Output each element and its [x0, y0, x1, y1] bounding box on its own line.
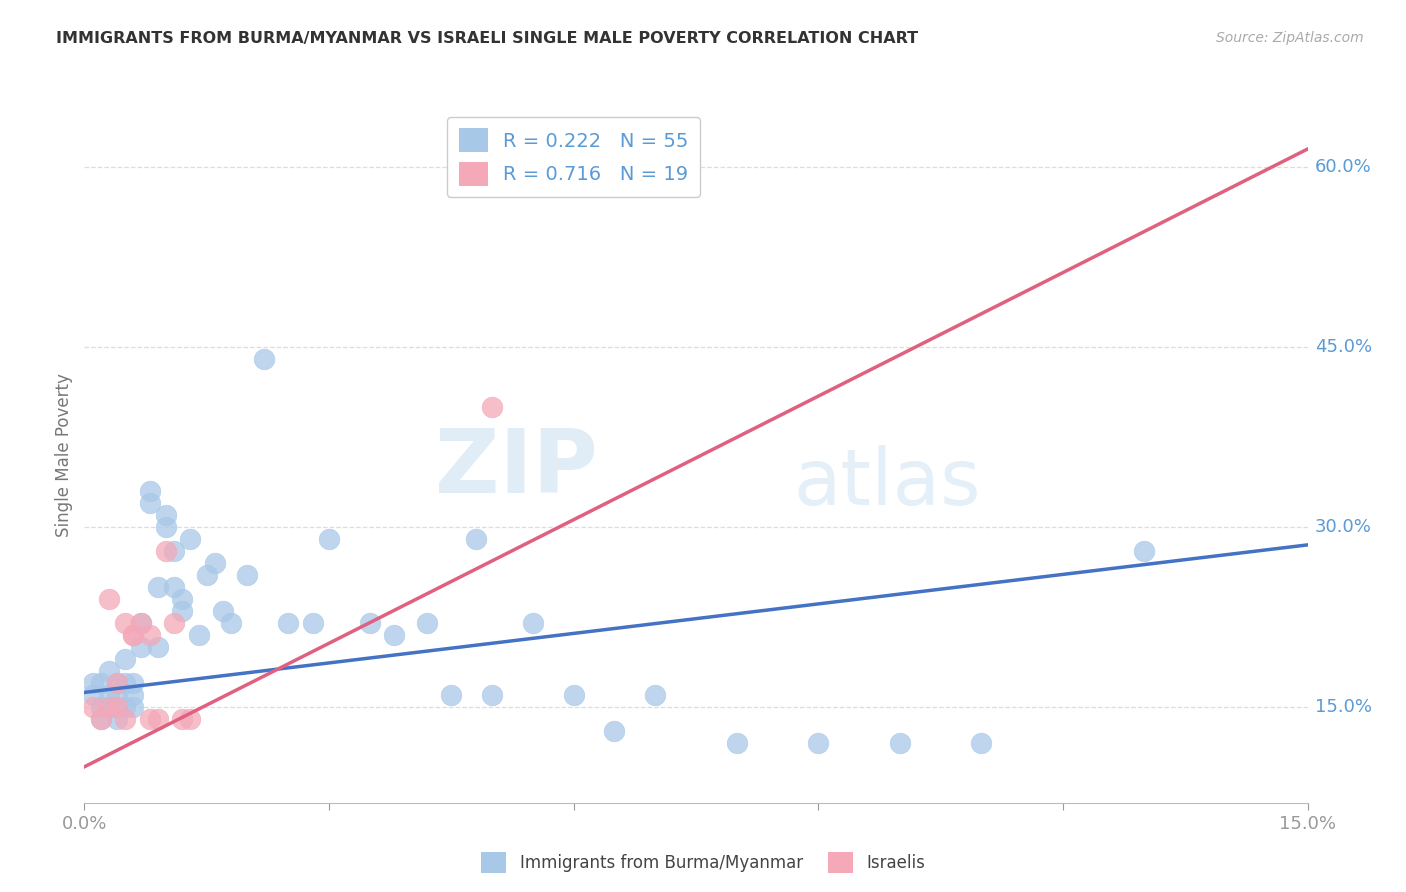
Point [172, 591, 194, 606]
Point [155, 508, 177, 522]
Point [359, 615, 381, 630]
Point [1133, 544, 1156, 558]
Point [146, 640, 169, 654]
Point [131, 640, 153, 654]
Point [97, 664, 120, 678]
Point [807, 736, 830, 750]
Point [179, 532, 201, 546]
Point [105, 699, 128, 714]
Point [416, 615, 439, 630]
Text: IMMIGRANTS FROM BURMA/MYANMAR VS ISRAELI SINGLE MALE POVERTY CORRELATION CHART: IMMIGRANTS FROM BURMA/MYANMAR VS ISRAELI… [56, 31, 918, 46]
Point [114, 652, 136, 666]
Point [172, 712, 194, 726]
Point [122, 676, 145, 690]
Point [163, 615, 186, 630]
Point [187, 628, 209, 642]
Text: 45.0%: 45.0% [1315, 338, 1372, 356]
Point [301, 615, 323, 630]
Text: 15.0%: 15.0% [1315, 698, 1372, 716]
Point [122, 628, 145, 642]
Text: atlas: atlas [794, 445, 981, 521]
Point [146, 580, 169, 594]
Point [138, 483, 160, 498]
Point [562, 688, 585, 702]
Point [138, 712, 160, 726]
Point [138, 496, 160, 510]
Point [97, 699, 120, 714]
Point [889, 736, 911, 750]
Point [603, 723, 626, 738]
Text: ZIP: ZIP [436, 425, 598, 512]
Point [97, 688, 120, 702]
Point [155, 544, 177, 558]
Point [90, 712, 112, 726]
Point [146, 712, 169, 726]
Point [131, 615, 153, 630]
Point [163, 580, 186, 594]
Point [82, 688, 104, 702]
Text: 60.0%: 60.0% [1315, 158, 1371, 176]
Point [212, 604, 235, 618]
Point [195, 567, 218, 582]
Point [970, 736, 993, 750]
Point [318, 532, 340, 546]
Legend: Immigrants from Burma/Myanmar, Israelis: Immigrants from Burma/Myanmar, Israelis [474, 846, 932, 880]
Point [440, 688, 463, 702]
Point [236, 567, 259, 582]
Point [725, 736, 748, 750]
Point [90, 699, 112, 714]
Point [122, 699, 145, 714]
Point [253, 351, 276, 366]
Point [90, 676, 112, 690]
Point [114, 699, 136, 714]
Point [90, 712, 112, 726]
Point [131, 615, 153, 630]
Text: Source: ZipAtlas.com: Source: ZipAtlas.com [1216, 31, 1364, 45]
Point [105, 688, 128, 702]
Point [481, 400, 503, 414]
Legend: R = 0.222   N = 55, R = 0.716   N = 19: R = 0.222 N = 55, R = 0.716 N = 19 [447, 117, 700, 197]
Point [114, 712, 136, 726]
Point [138, 628, 160, 642]
Point [105, 676, 128, 690]
Point [382, 628, 405, 642]
Point [105, 676, 128, 690]
Point [163, 544, 186, 558]
Point [277, 615, 299, 630]
Point [97, 591, 120, 606]
Point [114, 676, 136, 690]
Point [122, 628, 145, 642]
Y-axis label: Single Male Poverty: Single Male Poverty [55, 373, 73, 537]
Point [481, 688, 503, 702]
Point [204, 556, 226, 570]
Point [82, 676, 104, 690]
Point [464, 532, 486, 546]
Point [122, 688, 145, 702]
Point [219, 615, 242, 630]
Point [155, 520, 177, 534]
Point [644, 688, 666, 702]
Point [179, 712, 201, 726]
Text: 30.0%: 30.0% [1315, 518, 1371, 536]
Point [114, 615, 136, 630]
Point [97, 699, 120, 714]
Point [522, 615, 544, 630]
Point [105, 712, 128, 726]
Point [82, 699, 104, 714]
Point [172, 604, 194, 618]
